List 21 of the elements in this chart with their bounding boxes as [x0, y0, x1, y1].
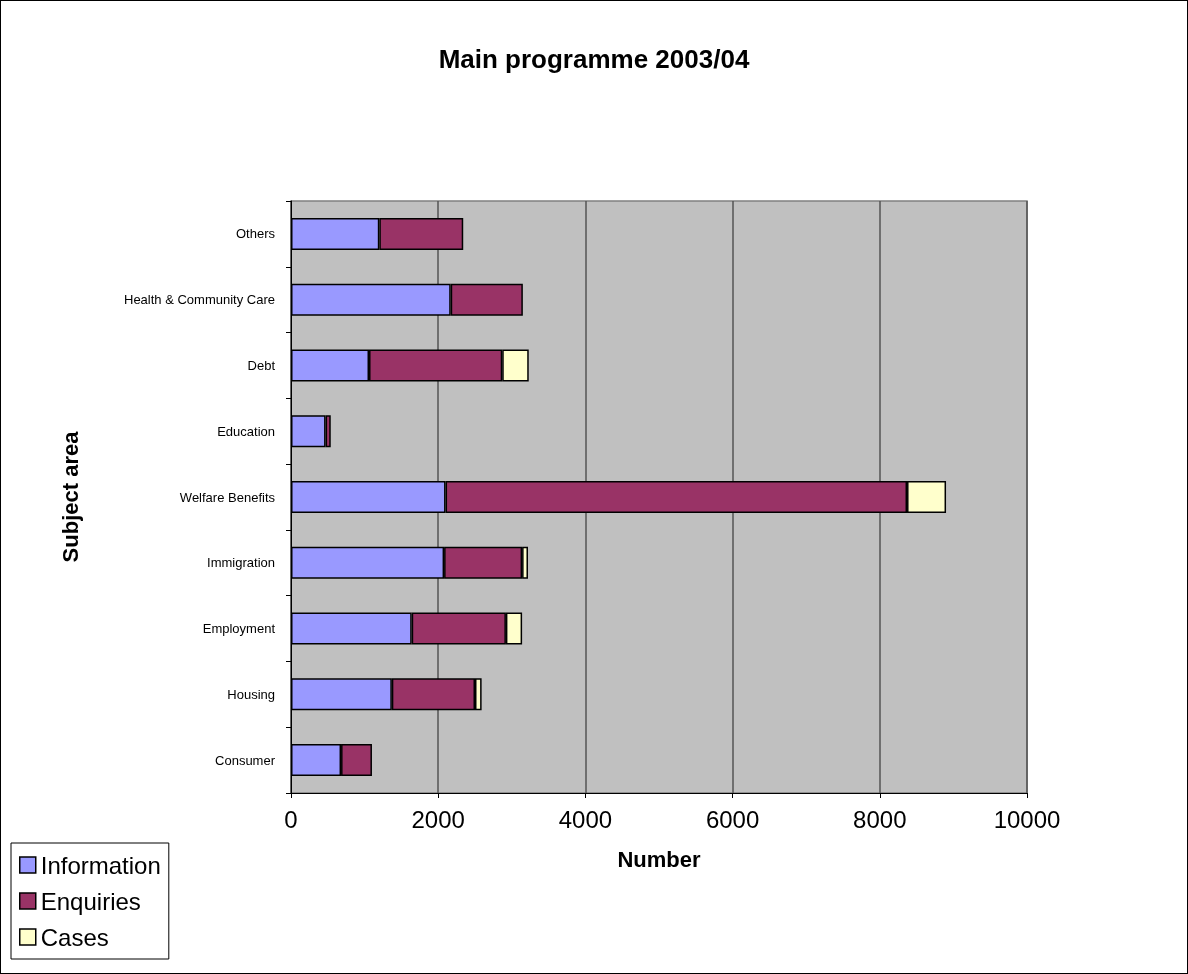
- chart-title: Main programme 2003/04: [438, 44, 750, 74]
- x-tick-label: 2000: [411, 805, 465, 833]
- y-axis-title: Subject area: [57, 430, 83, 563]
- y-tick-label: Consumer: [215, 752, 276, 768]
- y-tick-label: Others: [235, 226, 276, 242]
- x-tick-label: 10000: [993, 805, 1061, 833]
- y-tick-label: Health & Community Care: [124, 292, 275, 308]
- legend-label: Enquiries: [40, 887, 141, 915]
- x-axis-title: Number: [617, 846, 701, 872]
- legend-label: Cases: [40, 923, 109, 951]
- y-tick-label: Welfare Benefits: [179, 489, 276, 505]
- x-tick-label: 4000: [558, 805, 613, 833]
- x-tick-label: 0: [284, 805, 298, 833]
- y-tick-label: Employment: [202, 621, 276, 637]
- y-tick-label: Education: [217, 423, 275, 439]
- legend-label: Information: [40, 851, 161, 879]
- x-tick-label: 8000: [853, 805, 907, 833]
- y-tick-label: Immigration: [207, 555, 275, 571]
- x-tick-label: 6000: [705, 805, 760, 833]
- y-tick-label: Housing: [227, 686, 275, 702]
- y-tick-label: Debt: [247, 357, 276, 373]
